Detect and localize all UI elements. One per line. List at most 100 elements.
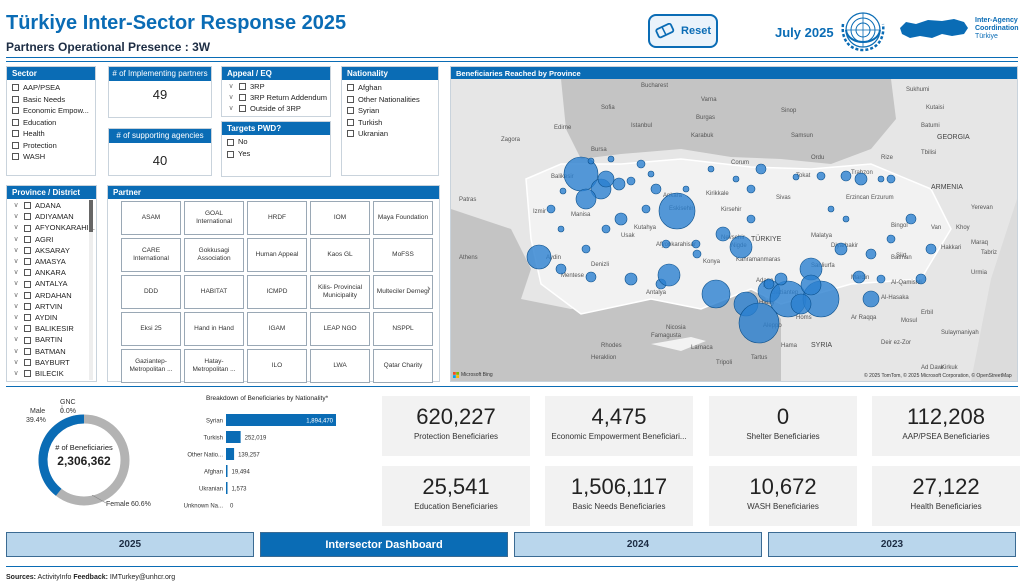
partner-tile[interactable]: MoFSS (373, 238, 433, 272)
chevron-down-icon[interactable]: ∨ (13, 213, 19, 221)
chevron-down-icon[interactable]: ∨ (13, 325, 19, 333)
partner-tile[interactable]: Multeciler Dernegi (373, 275, 433, 309)
chevron-down-icon[interactable]: ∨ (13, 280, 19, 288)
partner-tile[interactable]: NSPPL (373, 312, 433, 346)
checkbox[interactable] (24, 280, 31, 288)
chevron-down-icon[interactable]: ∨ (13, 291, 19, 299)
bar[interactable] (226, 414, 336, 426)
province-bubble[interactable] (852, 270, 866, 284)
pwd-option[interactable]: No (222, 136, 330, 148)
map-canvas[interactable]: Bucharest Varna Sofia Burgas Edirne Zagora Ist… (451, 79, 1017, 381)
province-bubble[interactable] (840, 170, 852, 182)
province-bubble[interactable] (862, 290, 880, 308)
province-option[interactable]: ∨ AYDIN (7, 312, 96, 323)
chevron-down-icon[interactable]: ∨ (228, 105, 234, 112)
province-scrollbar-track[interactable] (89, 200, 93, 380)
chevron-down-icon[interactable]: ∨ (13, 224, 19, 232)
partner-next-arrow-icon[interactable]: › (427, 283, 431, 295)
partner-tile[interactable]: HRDF (247, 201, 307, 235)
province-bubble[interactable] (559, 187, 567, 195)
checkbox[interactable] (24, 246, 31, 254)
province-bubble[interactable] (701, 279, 731, 309)
checkbox[interactable] (24, 302, 31, 310)
checkbox[interactable] (347, 107, 354, 115)
bar[interactable] (226, 448, 235, 460)
province-bubble[interactable] (816, 171, 826, 181)
province-bubble[interactable] (661, 239, 671, 249)
chevron-down-icon[interactable]: ∨ (13, 269, 19, 277)
province-bubble[interactable] (715, 226, 731, 242)
partner-tile[interactable]: ICMPD (247, 275, 307, 309)
province-bubble[interactable] (575, 188, 597, 210)
reset-button[interactable]: Reset (648, 14, 718, 48)
bar[interactable] (226, 465, 228, 477)
province-option[interactable]: ∨ AMASYA (7, 256, 96, 267)
province-option[interactable]: ∨ ADIYAMAN (7, 211, 96, 222)
province-bubble[interactable] (585, 271, 597, 283)
partner-tile[interactable]: LWA (310, 349, 370, 383)
province-bubble[interactable] (842, 215, 850, 223)
sector-option[interactable]: AAP/PSEA (7, 82, 95, 94)
chevron-down-icon[interactable]: ∨ (13, 347, 19, 355)
checkbox[interactable] (24, 358, 31, 366)
partner-tile[interactable]: Gokkusagi Association (184, 238, 244, 272)
province-bubble[interactable] (854, 172, 868, 186)
checkbox[interactable] (24, 258, 31, 266)
checkbox[interactable] (347, 130, 354, 138)
province-bubble[interactable] (790, 293, 812, 315)
province-bubble[interactable] (905, 213, 917, 225)
beneficiaries-map[interactable]: Beneficiaries Reached by Province Buchar… (450, 66, 1018, 382)
nav-2025-button[interactable]: 2025 (6, 532, 254, 557)
province-bubble[interactable] (876, 274, 886, 284)
province-bubble[interactable] (557, 225, 565, 233)
province-bubble[interactable] (526, 244, 552, 270)
province-bubble[interactable] (915, 273, 927, 285)
province-option[interactable]: ∨ AGRI (7, 234, 96, 245)
province-option[interactable]: ∨ ANTALYA (7, 278, 96, 289)
province-bubble[interactable] (658, 192, 696, 230)
province-bubble[interactable] (626, 176, 636, 186)
checkbox[interactable] (24, 202, 31, 210)
checkbox[interactable] (12, 95, 19, 103)
sector-option[interactable]: Protection (7, 140, 95, 152)
checkbox[interactable] (24, 213, 31, 221)
partner-tile[interactable]: DDD (121, 275, 181, 309)
chevron-down-icon[interactable]: ∨ (13, 370, 19, 378)
checkbox[interactable] (24, 269, 31, 277)
province-option[interactable]: ∨ ARTVIN (7, 301, 96, 312)
province-bubble[interactable] (601, 224, 611, 234)
province-bubble[interactable] (834, 242, 848, 256)
province-bubble[interactable] (587, 157, 595, 165)
province-bubble[interactable] (650, 183, 662, 195)
province-bubble[interactable] (738, 302, 780, 344)
partner-tile[interactable]: IOM (310, 201, 370, 235)
province-bubble[interactable] (865, 248, 877, 260)
province-bubble[interactable] (612, 177, 626, 191)
province-bubble[interactable] (691, 239, 701, 249)
partner-tile[interactable]: Kaos GL (310, 238, 370, 272)
province-bubble[interactable] (607, 155, 615, 163)
province-option[interactable]: ∨ AFYONKARAHI... (7, 222, 96, 233)
province-option[interactable]: ∨ ADANA (7, 200, 96, 211)
checkbox[interactable] (12, 130, 19, 138)
checkbox[interactable] (227, 138, 234, 146)
province-bubble[interactable] (682, 185, 690, 193)
checkbox[interactable] (24, 291, 31, 299)
province-bubble[interactable] (636, 159, 646, 169)
chevron-down-icon[interactable]: ∨ (13, 302, 19, 310)
province-bubble[interactable] (827, 205, 835, 213)
checkbox[interactable] (227, 150, 234, 158)
checkbox[interactable] (24, 336, 31, 344)
chevron-down-icon[interactable]: ∨ (13, 246, 19, 254)
checkbox[interactable] (12, 118, 19, 126)
province-bubble[interactable] (729, 235, 753, 259)
checkbox[interactable] (24, 314, 31, 322)
province-option[interactable]: ∨ ARDAHAN (7, 290, 96, 301)
partner-tile[interactable]: Human Appeal (247, 238, 307, 272)
province-bubble[interactable] (925, 243, 937, 255)
province-option[interactable]: ∨ AKSARAY (7, 245, 96, 256)
province-option[interactable]: ∨ BAYBURT (7, 357, 96, 368)
province-option[interactable]: ∨ BILECIK (7, 368, 96, 379)
sector-option[interactable]: Basic Needs (7, 94, 95, 106)
chevron-down-icon[interactable]: ∨ (13, 358, 19, 366)
